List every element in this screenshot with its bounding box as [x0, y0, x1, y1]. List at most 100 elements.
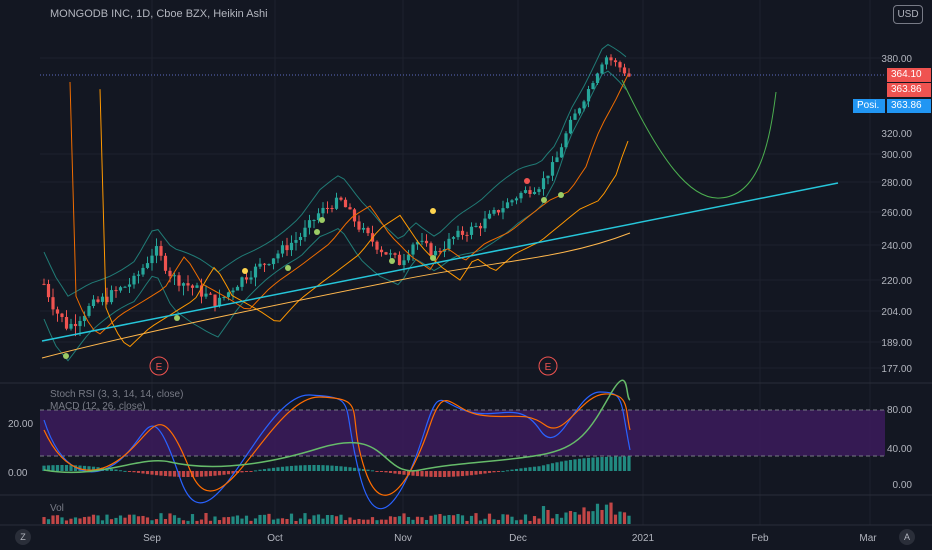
macd-bar: [226, 471, 231, 475]
candle-body: [226, 292, 231, 297]
vol-label[interactable]: Vol: [50, 503, 64, 514]
macd-bar: [168, 471, 172, 477]
macd-bar: [150, 471, 154, 475]
macd-bar: [402, 471, 406, 475]
volume-bar: [222, 517, 226, 524]
macd-bar: [172, 471, 177, 477]
volume-bar: [595, 503, 600, 524]
zoom-button[interactable]: Z: [15, 529, 31, 545]
volume-bar: [469, 515, 474, 524]
candle-body: [559, 147, 564, 158]
candle-body: [348, 207, 352, 210]
candle-body: [312, 220, 316, 222]
candle-body: [618, 62, 622, 68]
volume-bar: [613, 514, 618, 524]
volume-bar: [82, 517, 87, 524]
volume-bar: [604, 504, 609, 524]
auto-scale-button[interactable]: A: [899, 529, 915, 545]
macd-bar: [262, 469, 267, 471]
volume-bar: [433, 514, 438, 524]
volume-bar: [141, 515, 145, 524]
volume-bar: [321, 518, 325, 524]
macd-bar: [64, 465, 69, 471]
volume-bar: [231, 516, 235, 524]
macd-bar: [442, 471, 447, 477]
macd-bar: [267, 468, 271, 471]
macd-bar: [271, 467, 276, 471]
candle-body: [604, 57, 609, 65]
macd-bar: [555, 462, 559, 471]
macd-bar: [217, 471, 222, 476]
macd-bar: [51, 465, 55, 471]
macd-bar: [537, 466, 541, 471]
candles: [42, 54, 631, 337]
volume-bar: [348, 517, 352, 524]
candle-body: [622, 67, 627, 74]
macd-bar: [87, 466, 91, 471]
candle-body: [577, 108, 582, 114]
currency-badge[interactable]: USD: [893, 5, 923, 24]
macd-bar: [249, 471, 253, 472]
volume-bar: [456, 514, 460, 524]
volume-bar: [64, 520, 69, 524]
macd-bar: [159, 471, 163, 476]
candle-body: [249, 277, 253, 280]
volume-bar: [460, 515, 465, 524]
candle-body: [465, 234, 469, 236]
candle-body: [159, 246, 163, 256]
earnings-marker-label: E: [156, 362, 163, 373]
macd-bar: [240, 471, 244, 473]
volume-bar: [159, 513, 163, 524]
volume-bar: [109, 519, 114, 524]
earnings-marker: [149, 356, 169, 376]
volume-bar: [384, 519, 388, 524]
candle-body: [141, 267, 145, 275]
candle-body: [415, 241, 420, 245]
macd-bar: [528, 467, 532, 471]
macd-bar: [330, 465, 334, 471]
candle-body: [240, 277, 244, 287]
macd-label[interactable]: MACD (12, 26, close): [50, 401, 146, 412]
volume-bar: [258, 514, 262, 524]
macd-bar: [438, 471, 442, 477]
signal-dot: [524, 178, 530, 184]
macd-bar: [523, 467, 528, 471]
candle-body: [366, 227, 370, 234]
volume-bar: [46, 519, 51, 524]
volume-bar: [541, 506, 546, 524]
volume-bar: [253, 518, 258, 524]
candle-body: [42, 283, 46, 285]
candle-body: [303, 227, 307, 237]
volume-bar: [546, 509, 550, 524]
volume-bar: [280, 518, 285, 524]
volume-bar: [388, 516, 393, 524]
volume-bar: [267, 513, 271, 524]
candle-body: [105, 296, 109, 303]
macd-bar: [510, 469, 514, 471]
time-axis-label: Dec: [509, 533, 527, 544]
macd-bar: [231, 471, 235, 474]
macd-bar: [136, 471, 141, 473]
candle-body: [100, 296, 105, 302]
signal-dot: [285, 265, 291, 271]
candle-body: [334, 197, 339, 209]
macd-bar: [46, 465, 51, 471]
candle-body: [487, 213, 492, 219]
stoch-left-axis-label: 20.00: [8, 419, 33, 430]
macd-bar: [145, 471, 150, 475]
macd-bar: [348, 467, 352, 471]
macd-bar: [109, 468, 114, 471]
macd-bar: [154, 471, 159, 476]
volume-bar: [168, 513, 172, 524]
candle-body: [217, 297, 222, 307]
macd-bar: [514, 468, 519, 471]
candle-body: [163, 255, 168, 271]
stoch-rsi-label[interactable]: Stoch RSI (3, 3, 14, 14, close): [50, 389, 184, 400]
position-label[interactable]: Posi.: [853, 99, 885, 113]
candle-body: [532, 191, 537, 194]
macd-bar: [600, 456, 604, 471]
candle-body: [600, 64, 604, 74]
candle-body: [420, 240, 424, 242]
volume-bar: [393, 516, 397, 524]
